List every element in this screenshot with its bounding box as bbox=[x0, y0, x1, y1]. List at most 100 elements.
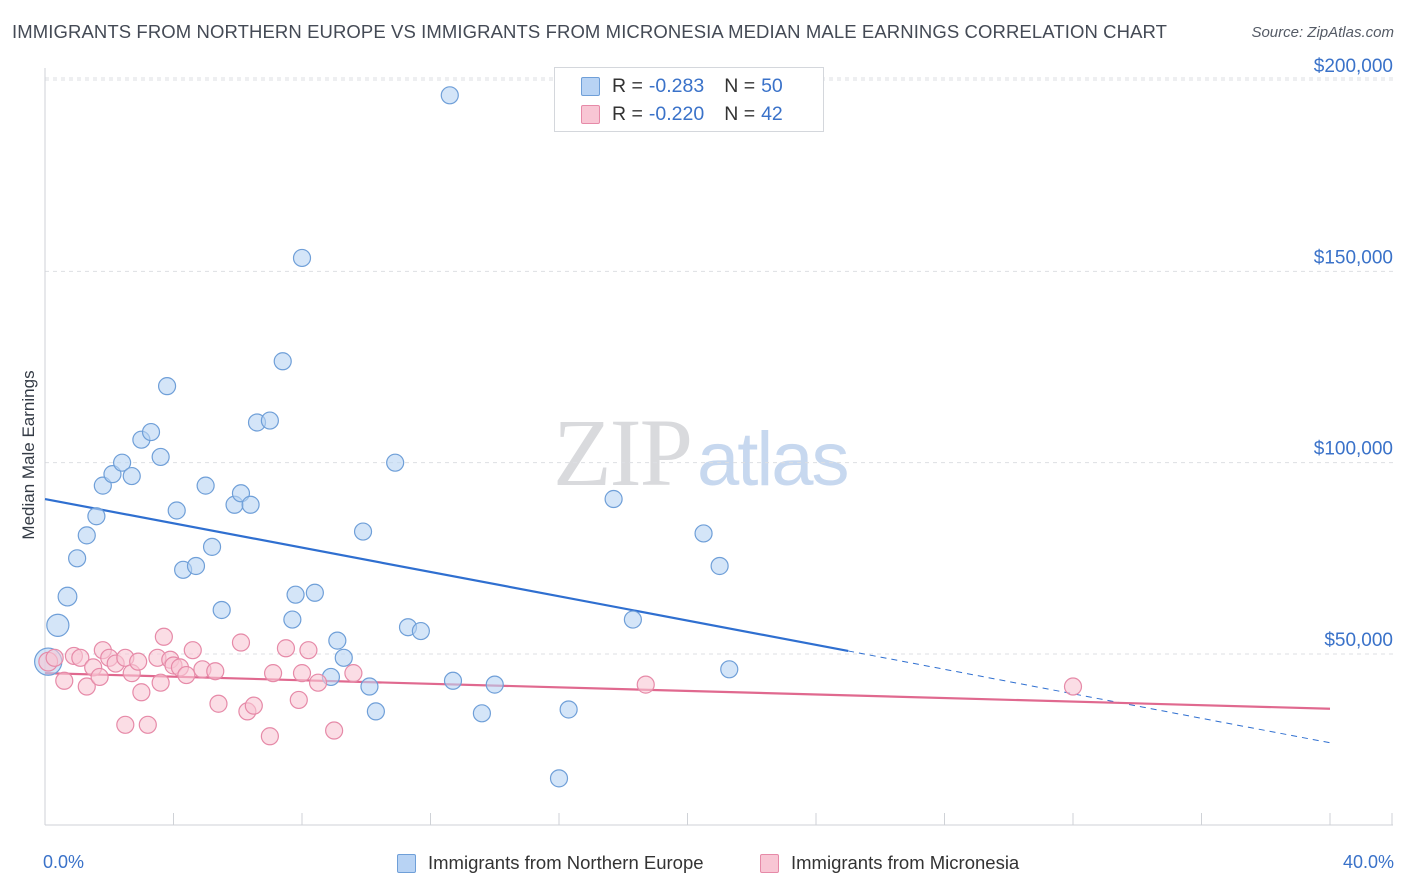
northern-europe-point bbox=[151, 447, 170, 467]
legend-swatch-pink bbox=[760, 853, 779, 873]
northern-europe-point bbox=[157, 377, 177, 396]
northern-europe-point bbox=[283, 610, 302, 629]
northern-europe-point bbox=[260, 411, 279, 430]
micronesia-point bbox=[292, 664, 312, 683]
micronesia-point bbox=[325, 721, 344, 740]
northern-europe-point bbox=[241, 495, 260, 514]
stats-legend-row-blue: R = -0.283 N = 50 bbox=[555, 72, 783, 100]
northern-europe-point bbox=[472, 704, 491, 723]
micronesia-point bbox=[129, 652, 148, 671]
micronesia-point bbox=[308, 673, 328, 692]
northern-europe-point bbox=[186, 556, 206, 576]
northern-europe-point bbox=[286, 585, 305, 604]
r-value: -0.220 bbox=[648, 102, 705, 125]
micronesia-point bbox=[231, 633, 251, 652]
r-label: R = bbox=[612, 74, 643, 97]
watermark-zip: ZIP bbox=[553, 399, 693, 506]
northern-europe-point bbox=[305, 583, 324, 602]
n-label: N = bbox=[724, 74, 756, 97]
micronesia-trendline bbox=[44, 672, 1331, 710]
northern-europe-point bbox=[334, 648, 353, 667]
pink-swatch bbox=[581, 104, 600, 124]
micronesia-point bbox=[71, 648, 90, 667]
northern-europe-point bbox=[440, 86, 459, 105]
northern-europe-point bbox=[720, 660, 739, 679]
y-tick-label: $50,000 bbox=[1324, 630, 1393, 651]
micronesia-point bbox=[177, 665, 196, 685]
northern-europe-point bbox=[87, 507, 106, 526]
northern-europe-point bbox=[112, 453, 132, 472]
micronesia-point bbox=[183, 641, 202, 660]
micronesia-point bbox=[138, 715, 157, 734]
northern-europe-point bbox=[202, 537, 222, 556]
legend-item-micronesia: Immigrants from Micronesia bbox=[760, 852, 1019, 874]
micronesia-point bbox=[1063, 677, 1083, 696]
micronesia-point bbox=[344, 664, 363, 683]
stats-legend: R = -0.283 N = 50 R = -0.220 N = 42 bbox=[554, 67, 824, 132]
micronesia-point bbox=[209, 694, 228, 713]
trendlines bbox=[44, 497, 1331, 744]
northern-europe-point bbox=[167, 501, 186, 520]
watermark: ZIPatlas bbox=[553, 405, 850, 502]
n-value: 50 bbox=[761, 74, 783, 97]
northern-europe-point bbox=[68, 549, 87, 568]
source-label: Source: ZipAtlas.com bbox=[1251, 24, 1394, 41]
micronesia-point bbox=[132, 683, 151, 702]
northern-europe-point bbox=[292, 248, 312, 268]
axes bbox=[44, 68, 1393, 826]
data-points bbox=[34, 86, 1083, 788]
northern-europe-point bbox=[694, 524, 713, 543]
blue-swatch bbox=[581, 76, 600, 96]
micronesia-point bbox=[154, 627, 173, 646]
northern-europe-point bbox=[122, 466, 141, 486]
x-tick-label-max: 40.0% bbox=[1342, 852, 1394, 872]
northern-europe-point bbox=[411, 621, 430, 641]
micronesia-point bbox=[276, 639, 296, 658]
micronesia-point bbox=[263, 664, 283, 683]
northern-europe-point bbox=[360, 677, 379, 696]
northern-europe-point bbox=[328, 631, 347, 650]
northern-europe-point bbox=[46, 613, 70, 637]
micronesia-point bbox=[77, 677, 96, 696]
y-tick-labels: $50,000 $100,000 $150,000 $200,000 bbox=[1314, 56, 1393, 651]
northern-europe-point bbox=[623, 610, 642, 629]
y-tick-label: $100,000 bbox=[1314, 439, 1393, 460]
northern-europe-point bbox=[273, 352, 292, 371]
northern-europe-point bbox=[77, 526, 96, 545]
n-label: N = bbox=[724, 102, 756, 125]
micronesia-point bbox=[116, 715, 135, 734]
northern-europe-point bbox=[386, 453, 405, 472]
northern-europe-point bbox=[141, 422, 161, 442]
micronesia-point bbox=[151, 673, 170, 692]
micronesia-point bbox=[299, 641, 318, 660]
legend-label: Immigrants from Micronesia bbox=[791, 852, 1020, 873]
y-axis-label: Median Male Earnings bbox=[19, 370, 38, 540]
northern-europe-point bbox=[196, 476, 215, 495]
micronesia-point bbox=[55, 671, 74, 690]
watermark-atlas: atlas bbox=[697, 417, 850, 502]
series-legend: Immigrants from Northern Europe Immigran… bbox=[0, 852, 1406, 878]
micronesia-point bbox=[90, 667, 109, 687]
northern-europe-point bbox=[604, 489, 623, 509]
northern-europe-trendline bbox=[44, 497, 849, 653]
northern-europe-point bbox=[57, 586, 78, 607]
northern-europe-point bbox=[485, 675, 504, 694]
micronesia-point bbox=[260, 727, 279, 746]
n-value: 42 bbox=[761, 102, 783, 125]
northern-europe-point bbox=[353, 522, 373, 541]
northern-europe-trendline-extension bbox=[848, 650, 1331, 744]
y-tick-label: $150,000 bbox=[1314, 247, 1393, 268]
micronesia-point bbox=[636, 675, 655, 694]
northern-europe-point bbox=[366, 702, 385, 721]
northern-europe-point bbox=[443, 671, 463, 690]
micronesia-point bbox=[206, 662, 225, 681]
micronesia-point bbox=[244, 696, 263, 715]
stats-legend-row-pink: R = -0.220 N = 42 bbox=[555, 100, 783, 128]
y-tick-label: $200,000 bbox=[1314, 56, 1393, 77]
northern-europe-point bbox=[559, 700, 578, 719]
x-tick-label-min: 0.0% bbox=[43, 852, 85, 872]
northern-europe-point bbox=[212, 600, 231, 620]
northern-europe-point bbox=[710, 556, 729, 576]
r-value: -0.283 bbox=[648, 74, 705, 97]
